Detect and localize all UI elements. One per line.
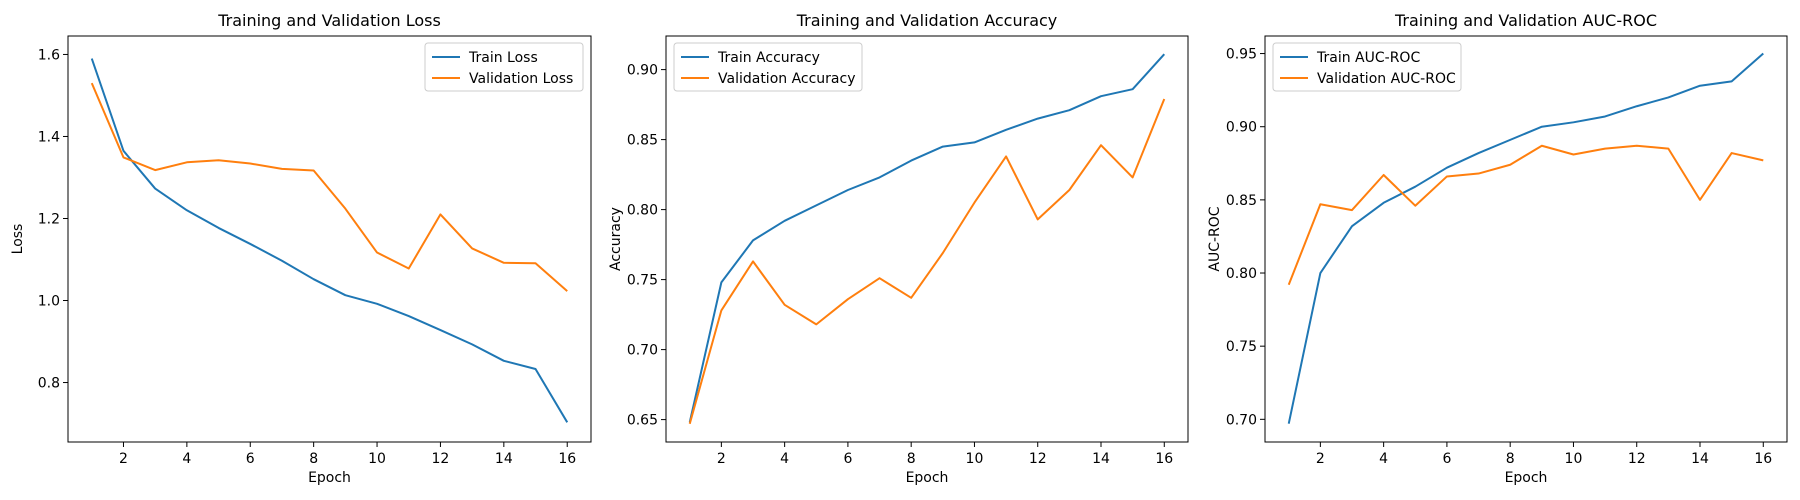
legend-label: Validation Loss (469, 71, 573, 87)
legend: Train Accuracy Validation Accuracy (673, 42, 863, 92)
series-line-validation (1287, 144, 1764, 286)
chart-title: Training and Validation Accuracy (796, 11, 1058, 30)
y-tick-label: 0.65 (627, 413, 658, 429)
legend-label: Validation Accuracy (718, 71, 856, 87)
y-tick-label: 0.70 (1226, 412, 1257, 428)
y-tick-label: 1.4 (38, 129, 60, 145)
x-tick-label: 8 (907, 451, 916, 467)
y-axis-label: AUC-ROC (1207, 206, 1223, 271)
x-tick-label: 16 (1155, 451, 1173, 467)
x-tick-label: 16 (558, 451, 576, 467)
x-tick-label: 6 (843, 451, 852, 467)
axes-frame (67, 35, 592, 443)
x-tick-label: 12 (1628, 451, 1646, 467)
legend-box (673, 42, 863, 92)
chart-title: Training and Validation Loss (217, 11, 441, 30)
legend: Train Loss Validation Loss (424, 42, 584, 92)
y-tick-label: 0.90 (627, 63, 658, 79)
y-tick-label: 1.2 (38, 211, 60, 227)
y-axis-label: Loss (10, 224, 26, 255)
y-tick-label: 0.70 (627, 343, 658, 359)
x-tick-label: 14 (1092, 451, 1110, 467)
y-tick-label: 1.0 (38, 294, 60, 310)
x-tick-label: 2 (119, 451, 128, 467)
chart-title: Training and Validation AUC-ROC (1394, 11, 1657, 30)
chart-panel-1: 2 4 6 8 10 12 14 16 0.8 1.0 1.2 1.4 1.6 Training and … (10, 11, 592, 486)
y-tick-label: 0.85 (1226, 193, 1257, 209)
y-axis-label: Accuracy (608, 207, 624, 271)
y-tick-label: 0.95 (1226, 47, 1257, 63)
x-axis-label: Epoch (308, 470, 351, 486)
x-tick-label: 10 (966, 451, 984, 467)
x-tick-label: 2 (1316, 451, 1325, 467)
x-tick-label: 10 (1565, 451, 1583, 467)
y-tick-label: 0.75 (1226, 339, 1257, 355)
series-line-validation (688, 98, 1166, 425)
y-tick-label: 0.8 (38, 376, 60, 392)
x-tick-label: 6 (1442, 451, 1451, 467)
chart-panel-3: 2 4 6 8 10 12 14 16 0.70 0.75 0.80 0.85 0.90 0.95 Trai… (1207, 11, 1788, 486)
x-tick-label: 4 (780, 451, 789, 467)
x-tick-label: 4 (1379, 451, 1388, 467)
x-axis-label: Epoch (906, 470, 949, 486)
legend-box (424, 42, 584, 92)
y-tick-label: 1.6 (38, 47, 60, 63)
chart-panel-2: 2 4 6 8 10 12 14 16 0.65 0.70 0.75 0.80 0.85 0.90 Trai… (608, 11, 1189, 486)
x-tick-label: 14 (495, 451, 513, 467)
legend: Train AUC-ROC Validation AUC-ROC (1272, 42, 1462, 92)
x-tick-label: 8 (309, 451, 318, 467)
series-line-train (688, 53, 1166, 423)
x-tick-label: 16 (1754, 451, 1772, 467)
series-line-train (1287, 52, 1764, 424)
y-tick-label: 0.85 (627, 133, 658, 149)
x-tick-label: 4 (182, 451, 191, 467)
legend-label: Train Accuracy (717, 50, 820, 66)
legend-label: Validation AUC-ROC (1317, 71, 1456, 87)
series-line-train (90, 58, 569, 423)
legend-label: Train Loss (468, 50, 538, 66)
legend-label: Train AUC-ROC (1316, 50, 1420, 66)
x-tick-label: 12 (1029, 451, 1047, 467)
series-line-validation (90, 82, 568, 292)
y-tick-label: 0.80 (1226, 266, 1257, 282)
x-tick-label: 6 (246, 451, 255, 467)
y-tick-label: 0.80 (627, 203, 658, 219)
x-axis-label: Epoch (1505, 470, 1548, 486)
x-tick-label: 14 (1691, 451, 1709, 467)
axes-frame (665, 35, 1189, 443)
y-tick-label: 0.90 (1226, 120, 1257, 136)
x-tick-label: 10 (368, 451, 386, 467)
axes-frame (1264, 35, 1788, 443)
y-tick-label: 0.75 (627, 273, 658, 289)
x-tick-label: 2 (717, 451, 726, 467)
legend-box (1272, 42, 1462, 92)
x-tick-label: 8 (1506, 451, 1515, 467)
x-tick-label: 12 (432, 451, 450, 467)
